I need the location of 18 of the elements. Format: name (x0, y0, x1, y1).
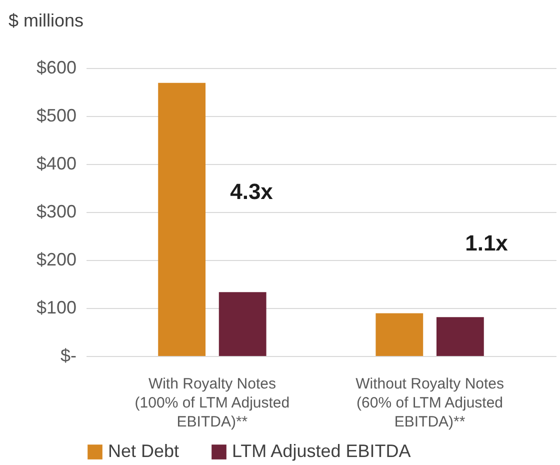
y-axis-title: $ millions (8, 10, 84, 30)
annotation: 4.3x (230, 178, 274, 204)
bar (376, 313, 424, 356)
y-tick-label: $400 (36, 154, 76, 174)
y-tick-label: $- (60, 346, 76, 366)
x-tick-label: With Royalty Notes (100% of LTM Adjusted EBITDA)** (134, 376, 290, 430)
bar (218, 292, 266, 356)
y-tick-label: $600 (36, 58, 76, 78)
legend-label: LTM Adjusted EBITDA (232, 441, 411, 461)
bar (158, 82, 206, 356)
bar (436, 317, 484, 356)
legend-label: Net Debt (108, 441, 180, 461)
annotation: 1.1x (465, 230, 509, 256)
y-tick-label: $300 (36, 202, 76, 222)
x-tick-label: Without Royalty Notes (60% of LTM Adjusted EBITDA)** (356, 376, 504, 430)
y-tick-label: $100 (36, 298, 76, 318)
y-tick-label: $200 (36, 250, 76, 270)
y-tick-label: $500 (36, 106, 76, 126)
